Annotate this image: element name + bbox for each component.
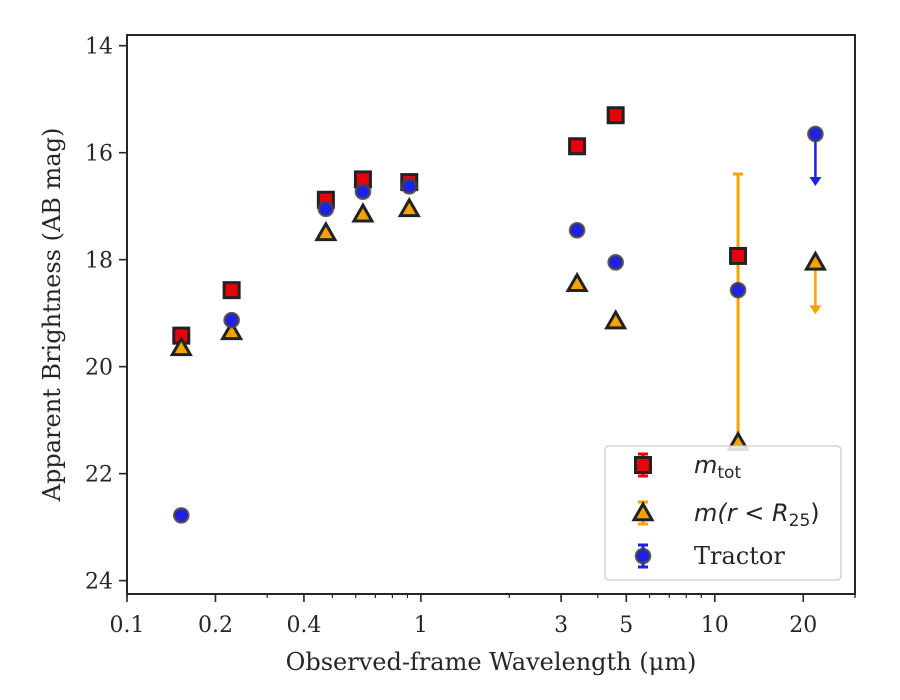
- circle-marker: [568, 221, 586, 239]
- x-axis-label: Observed-frame Wavelength (μm): [286, 648, 697, 676]
- error-bars: [733, 132, 822, 443]
- x-tick-label: 0.2: [198, 613, 233, 638]
- legend: mtot m(r < R25) Tractor: [604, 445, 842, 581]
- x-tick-label: 3: [554, 613, 568, 638]
- x-tick-label: 0.1: [110, 613, 145, 638]
- circle-marker: [400, 178, 418, 195]
- legend-label: m(r < R25): [694, 499, 820, 531]
- x-tick-label: 0.4: [286, 613, 321, 638]
- data-markers: [169, 106, 827, 524]
- square-marker: [568, 137, 587, 156]
- y-axis-ticks: 14 16 18 20 22 24: [85, 35, 127, 595]
- plot-frame: [126, 34, 856, 595]
- circle-marker: [354, 183, 372, 201]
- triangle-marker: [351, 202, 375, 223]
- triangle-marker: [565, 271, 589, 292]
- y-tick-label: 22: [85, 463, 113, 488]
- circle-marker: [607, 254, 624, 271]
- y-tick-label: 16: [85, 142, 113, 167]
- legend-marker: [634, 456, 652, 474]
- legend-marker: [631, 500, 655, 522]
- circle-marker: [317, 200, 335, 218]
- triangle-marker: [397, 196, 421, 218]
- legend-marker: [634, 547, 652, 565]
- legend-box: [604, 445, 842, 581]
- triangle-marker: [314, 220, 338, 242]
- circle-marker: [223, 311, 240, 329]
- y-tick-label: 14: [85, 35, 113, 60]
- square-marker: [729, 246, 748, 265]
- circle-upper-limit-arrow-head: [809, 176, 822, 186]
- triangle-marker: [220, 319, 244, 341]
- y-tick-label: 18: [85, 249, 113, 274]
- y-axis-label: Apparent Brightness (AB mag): [38, 128, 66, 503]
- y-tick-label: 24: [85, 570, 113, 595]
- triangle-marker: [169, 335, 193, 357]
- legend-label: mtot: [694, 451, 741, 483]
- legend-label: Tractor: [694, 542, 785, 570]
- circle-marker: [807, 125, 824, 143]
- y-tick-label: 20: [85, 356, 113, 381]
- circle-marker: [729, 281, 747, 299]
- x-tick-label: 1: [414, 613, 428, 638]
- triangle-marker: [604, 309, 628, 330]
- x-tick-label: 20: [789, 613, 817, 638]
- circle-marker: [172, 507, 190, 524]
- triangle-upper-limit-arrow-head: [809, 305, 822, 315]
- x-tick-label: 5: [619, 613, 633, 638]
- x-axis-ticks: 0.1 0.2 0.4 1 3 5 10 20: [110, 594, 856, 638]
- x-tick-label: 10: [701, 613, 729, 638]
- square-marker: [606, 106, 625, 125]
- triangle-marker: [803, 250, 827, 271]
- square-marker: [222, 281, 241, 300]
